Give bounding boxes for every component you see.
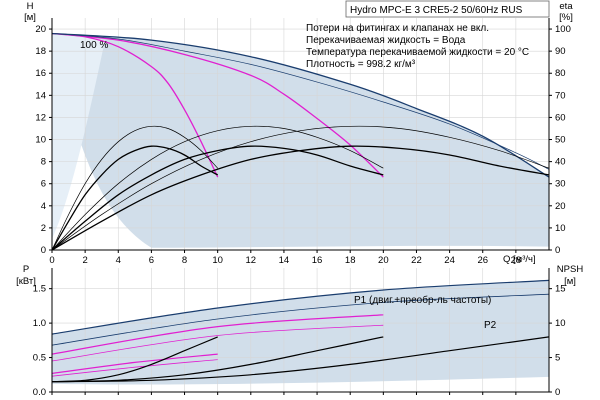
head-series-eta_2_pumps <box>52 145 384 250</box>
head-y-tick-label: 20 <box>35 24 46 35</box>
head-y-tick-label: 2 <box>41 223 46 234</box>
head-x-tick-label: 18 <box>345 255 356 266</box>
head-y-tick-label: 6 <box>41 179 46 190</box>
power-series-p2_total <box>52 293 549 346</box>
operating-envelope <box>52 33 549 248</box>
head-y-tick-label: 16 <box>35 68 46 79</box>
p1-label: P1 (двиг.+преобр-ль частоты) <box>354 294 491 306</box>
head-x-tick-label: 26 <box>477 255 488 266</box>
head-x-tick-label: 14 <box>279 255 290 266</box>
note-density: Плотность = 998.2 кг/м³ <box>306 59 416 70</box>
y-right-unit: [%] <box>559 12 573 23</box>
npsh-y-tick-label: 5 <box>555 353 560 364</box>
npsh-y-tick-label: 0 <box>555 387 560 398</box>
power-y-tick-label: 0.0 <box>33 387 46 398</box>
envelope-highlight <box>52 33 106 239</box>
head-x-tick-label: 0 <box>49 255 54 266</box>
head-series-eta_3_pumps_thin <box>52 125 549 250</box>
eta-y-tick-label: 80 <box>555 68 566 79</box>
eta-y-tick-label: 40 <box>555 157 566 168</box>
head-x-tick-label: 8 <box>182 255 187 266</box>
head-x-tick-label: 12 <box>246 255 257 266</box>
power-series-npsh_1_pump <box>52 336 218 383</box>
note-temperature: Температура перекачиваемой жидкости = 20… <box>306 47 529 58</box>
npsh-y-tick-label: 15 <box>555 284 566 295</box>
npsh-y-label: NPSH <box>557 264 584 275</box>
head-x-tick-label: 22 <box>411 255 422 266</box>
head-series-head_3_pumps_max <box>52 32 549 178</box>
power-series-p1_2_pumps <box>52 314 384 355</box>
head-y-tick-label: 12 <box>35 112 46 123</box>
power-series-p1_1_pump <box>52 353 218 374</box>
power-y-tick-label: 1.0 <box>33 318 46 329</box>
eta-y-tick-label: 100 <box>555 24 571 35</box>
head-x-tick-label: 10 <box>212 255 223 266</box>
head-x-tick-label: 6 <box>149 255 154 266</box>
head-series-head_1_pump <box>52 32 219 178</box>
power-series-npsh_3_pumps <box>52 336 549 383</box>
npsh-y-tick-label: 10 <box>555 318 566 329</box>
power-series-p1_total <box>52 279 549 335</box>
head-series-head_3_pumps_min <box>52 33 549 170</box>
head-y-tick-label: 8 <box>41 157 46 168</box>
power-y-tick-label: 1.5 <box>33 284 46 295</box>
head-y-tick-label: 0 <box>41 245 46 256</box>
power-y-label: P <box>23 264 29 275</box>
head-y-tick-label: 10 <box>35 135 46 146</box>
chart-title: Hydro MPC-E 3 CRE5-2 50/60Hz RUS <box>350 5 523 16</box>
head-x-tick-label: 28 <box>511 255 522 266</box>
power-series-p2_1_pump <box>52 359 218 377</box>
eta-y-tick-label: 60 <box>555 112 566 123</box>
p2-label: P2 <box>484 320 497 331</box>
head-y-tick-label: 14 <box>35 90 46 101</box>
y-right-label: eta <box>559 1 573 12</box>
head-area-background <box>52 18 549 250</box>
speed-label: 100 % <box>80 40 108 51</box>
power-series-group <box>52 279 549 383</box>
head-series-eta_1_pump_thin <box>52 125 218 250</box>
head-axes: 0 2 4 6 8 10 12 14 16 18 20 22 24 26 28024681012141618… <box>35 18 571 266</box>
y-left-unit: [м] <box>24 12 36 23</box>
head-grid <box>51 18 549 251</box>
npsh-y-unit: [м] <box>564 276 576 287</box>
note-losses: Потери на фитингах и клапанах не вкл. <box>306 22 489 34</box>
head-series-group <box>52 32 549 250</box>
power-area-background <box>52 268 549 392</box>
eta-y-tick-label: 70 <box>555 90 566 101</box>
y-left-label: H <box>27 1 34 12</box>
head-x-tick-label: 2 <box>82 255 87 266</box>
head-series-eta_3_pumps <box>52 145 549 250</box>
x-axis-label: Q [м³/ч] <box>503 254 536 265</box>
head-series-eta_2_pumps_thin <box>52 125 384 250</box>
power-y-tick-label: 0.5 <box>33 353 46 364</box>
head-x-tick-label: 24 <box>444 255 455 266</box>
power-series-p2_2_pumps <box>52 324 384 362</box>
head-x-tick-label: 16 <box>312 255 323 266</box>
note-liquid: Перекачиваемая жидкость = Вода <box>306 35 466 46</box>
power-y-unit: [кВт] <box>16 276 36 287</box>
eta-y-tick-label: 20 <box>555 201 566 212</box>
head-y-tick-label: 18 <box>35 46 46 57</box>
head-series-head_2_pumps <box>52 32 384 178</box>
eta-y-tick-label: 90 <box>555 46 566 57</box>
title-box <box>345 0 550 18</box>
eta-y-tick-label: 30 <box>555 179 566 190</box>
head-x-tick-label: 4 <box>116 255 121 266</box>
eta-y-tick-label: 0 <box>555 245 560 256</box>
head-y-tick-label: 4 <box>41 201 46 212</box>
eta-y-tick-label: 10 <box>555 223 566 234</box>
power-axes: 0.0 0.5 1.0 1.5 0 5 10 15 <box>33 268 566 398</box>
head-x-tick-label: 20 <box>378 255 389 266</box>
eta-y-tick-label: 50 <box>555 135 566 146</box>
